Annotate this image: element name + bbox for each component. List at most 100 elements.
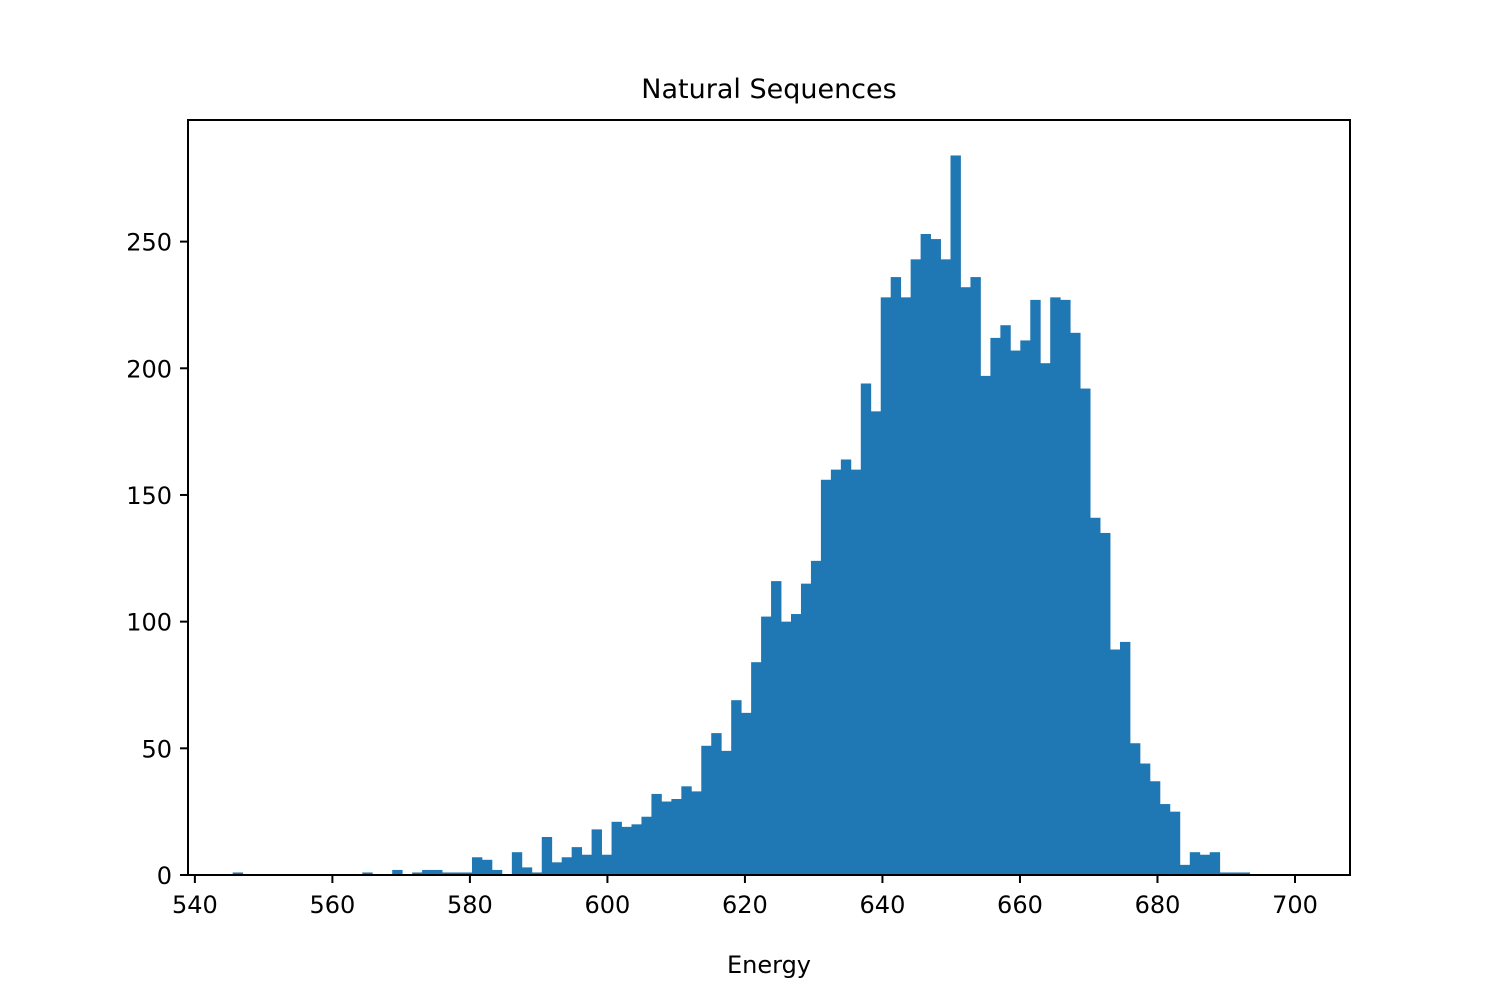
histogram-bar — [990, 337, 1001, 876]
histogram-bar — [880, 297, 892, 875]
histogram-bar — [1070, 332, 1081, 875]
histogram-bar — [870, 411, 882, 875]
histogram-bar — [601, 854, 612, 875]
histogram-bar — [422, 869, 433, 875]
histogram-bar — [800, 583, 812, 875]
histogram-bar — [900, 297, 912, 875]
x-tick-label: 620 — [722, 891, 768, 919]
histogram-bar — [511, 852, 523, 875]
x-tick-label: 560 — [309, 891, 355, 919]
histogram-bar — [521, 867, 533, 875]
histogram-bar — [701, 745, 712, 875]
histogram-bar — [412, 872, 423, 875]
histogram-bar — [1169, 811, 1181, 875]
histogram-bar — [611, 821, 622, 875]
x-tick-label: 660 — [997, 891, 1043, 919]
histogram-bar — [1179, 864, 1191, 875]
histogram-bar — [1209, 852, 1221, 875]
histogram-bar — [980, 375, 991, 875]
histogram-bar — [471, 857, 483, 875]
histogram-bar — [641, 816, 652, 875]
histogram-bar — [571, 847, 583, 875]
histogram-bar — [1080, 388, 1091, 875]
y-tick-label: 150 — [126, 482, 172, 510]
histogram-bar — [731, 700, 742, 875]
histogram-bar — [1149, 781, 1161, 875]
histogram-bar — [781, 621, 792, 875]
x-tick-label: 540 — [172, 891, 218, 919]
histogram-bar — [1229, 872, 1241, 875]
histogram-bar — [850, 469, 862, 875]
histogram-bar — [1129, 743, 1141, 875]
plot-frame — [187, 119, 1351, 876]
histogram-bar — [711, 733, 722, 875]
histogram-bar — [1030, 299, 1041, 875]
histogram-bar — [1040, 363, 1051, 875]
histogram-bar — [761, 616, 772, 875]
y-axis: 0 50 100 150 200 250 — [126, 229, 188, 890]
y-tick-label: 200 — [126, 355, 172, 383]
histogram-bar — [920, 234, 931, 875]
histogram-bar — [561, 857, 573, 875]
histogram-bar — [1110, 649, 1121, 875]
histogram-bar — [392, 869, 403, 875]
histogram-bar — [1000, 325, 1011, 875]
histogram-bar — [491, 869, 503, 875]
histogram-bar — [771, 581, 782, 875]
histogram-bar — [1199, 854, 1211, 875]
histogram-bar — [1219, 872, 1231, 875]
histogram-bar — [362, 872, 373, 875]
histogram-bar — [741, 712, 752, 875]
histogram-bar — [1060, 299, 1071, 875]
y-tick-label: 50 — [141, 735, 172, 763]
histogram-bar — [631, 824, 642, 875]
histogram-bar — [681, 786, 692, 875]
histogram-bar — [1090, 517, 1101, 875]
histogram-bar — [541, 836, 553, 875]
histogram-bar — [1239, 872, 1251, 875]
y-tick-label: 100 — [126, 609, 172, 637]
histogram-bar — [461, 872, 473, 875]
histogram-bar — [970, 277, 981, 875]
histogram-bar — [481, 859, 493, 875]
y-tick-label: 0 — [157, 862, 172, 890]
y-tick-label: 250 — [126, 229, 172, 257]
histogram-bar — [591, 829, 602, 875]
histogram-bar — [1010, 350, 1021, 875]
histogram-bar — [890, 277, 902, 875]
x-axis: 540 560 580 600 620 640 660 680 700 — [172, 875, 1318, 919]
histogram-bar — [531, 872, 543, 875]
histogram-bar — [452, 872, 463, 875]
x-tick-label: 640 — [860, 891, 906, 919]
histogram-bar — [1050, 297, 1061, 875]
histogram-bar — [960, 287, 971, 876]
histogram-bar — [830, 469, 842, 875]
histogram-bar — [930, 239, 941, 876]
x-axis-label: Energy — [727, 951, 811, 979]
histogram-bar — [840, 459, 852, 875]
x-tick-label: 700 — [1272, 891, 1318, 919]
histogram-bar — [751, 662, 762, 875]
histogram-bar — [1139, 763, 1151, 875]
histogram-bar — [820, 479, 832, 875]
histogram-bar — [910, 259, 922, 875]
histogram-bar — [1159, 804, 1171, 875]
x-tick-label: 580 — [447, 891, 493, 919]
histogram-bar — [860, 383, 872, 875]
histogram-bar — [1020, 340, 1031, 876]
histogram-bar — [661, 801, 672, 875]
histogram-bar — [651, 793, 662, 875]
chart-title: Natural Sequences — [641, 74, 896, 105]
histogram-bar — [1120, 641, 1131, 875]
histogram-bar — [621, 826, 632, 875]
histogram-bar — [1189, 852, 1201, 875]
x-tick-label: 680 — [1135, 891, 1181, 919]
histogram-bar — [442, 872, 453, 875]
histogram-bar — [232, 872, 244, 875]
histogram-bar — [810, 560, 822, 875]
histogram-bar — [432, 869, 443, 875]
histogram-bar — [671, 798, 682, 875]
histogram-bar — [950, 155, 961, 876]
histogram-bar — [691, 791, 702, 875]
